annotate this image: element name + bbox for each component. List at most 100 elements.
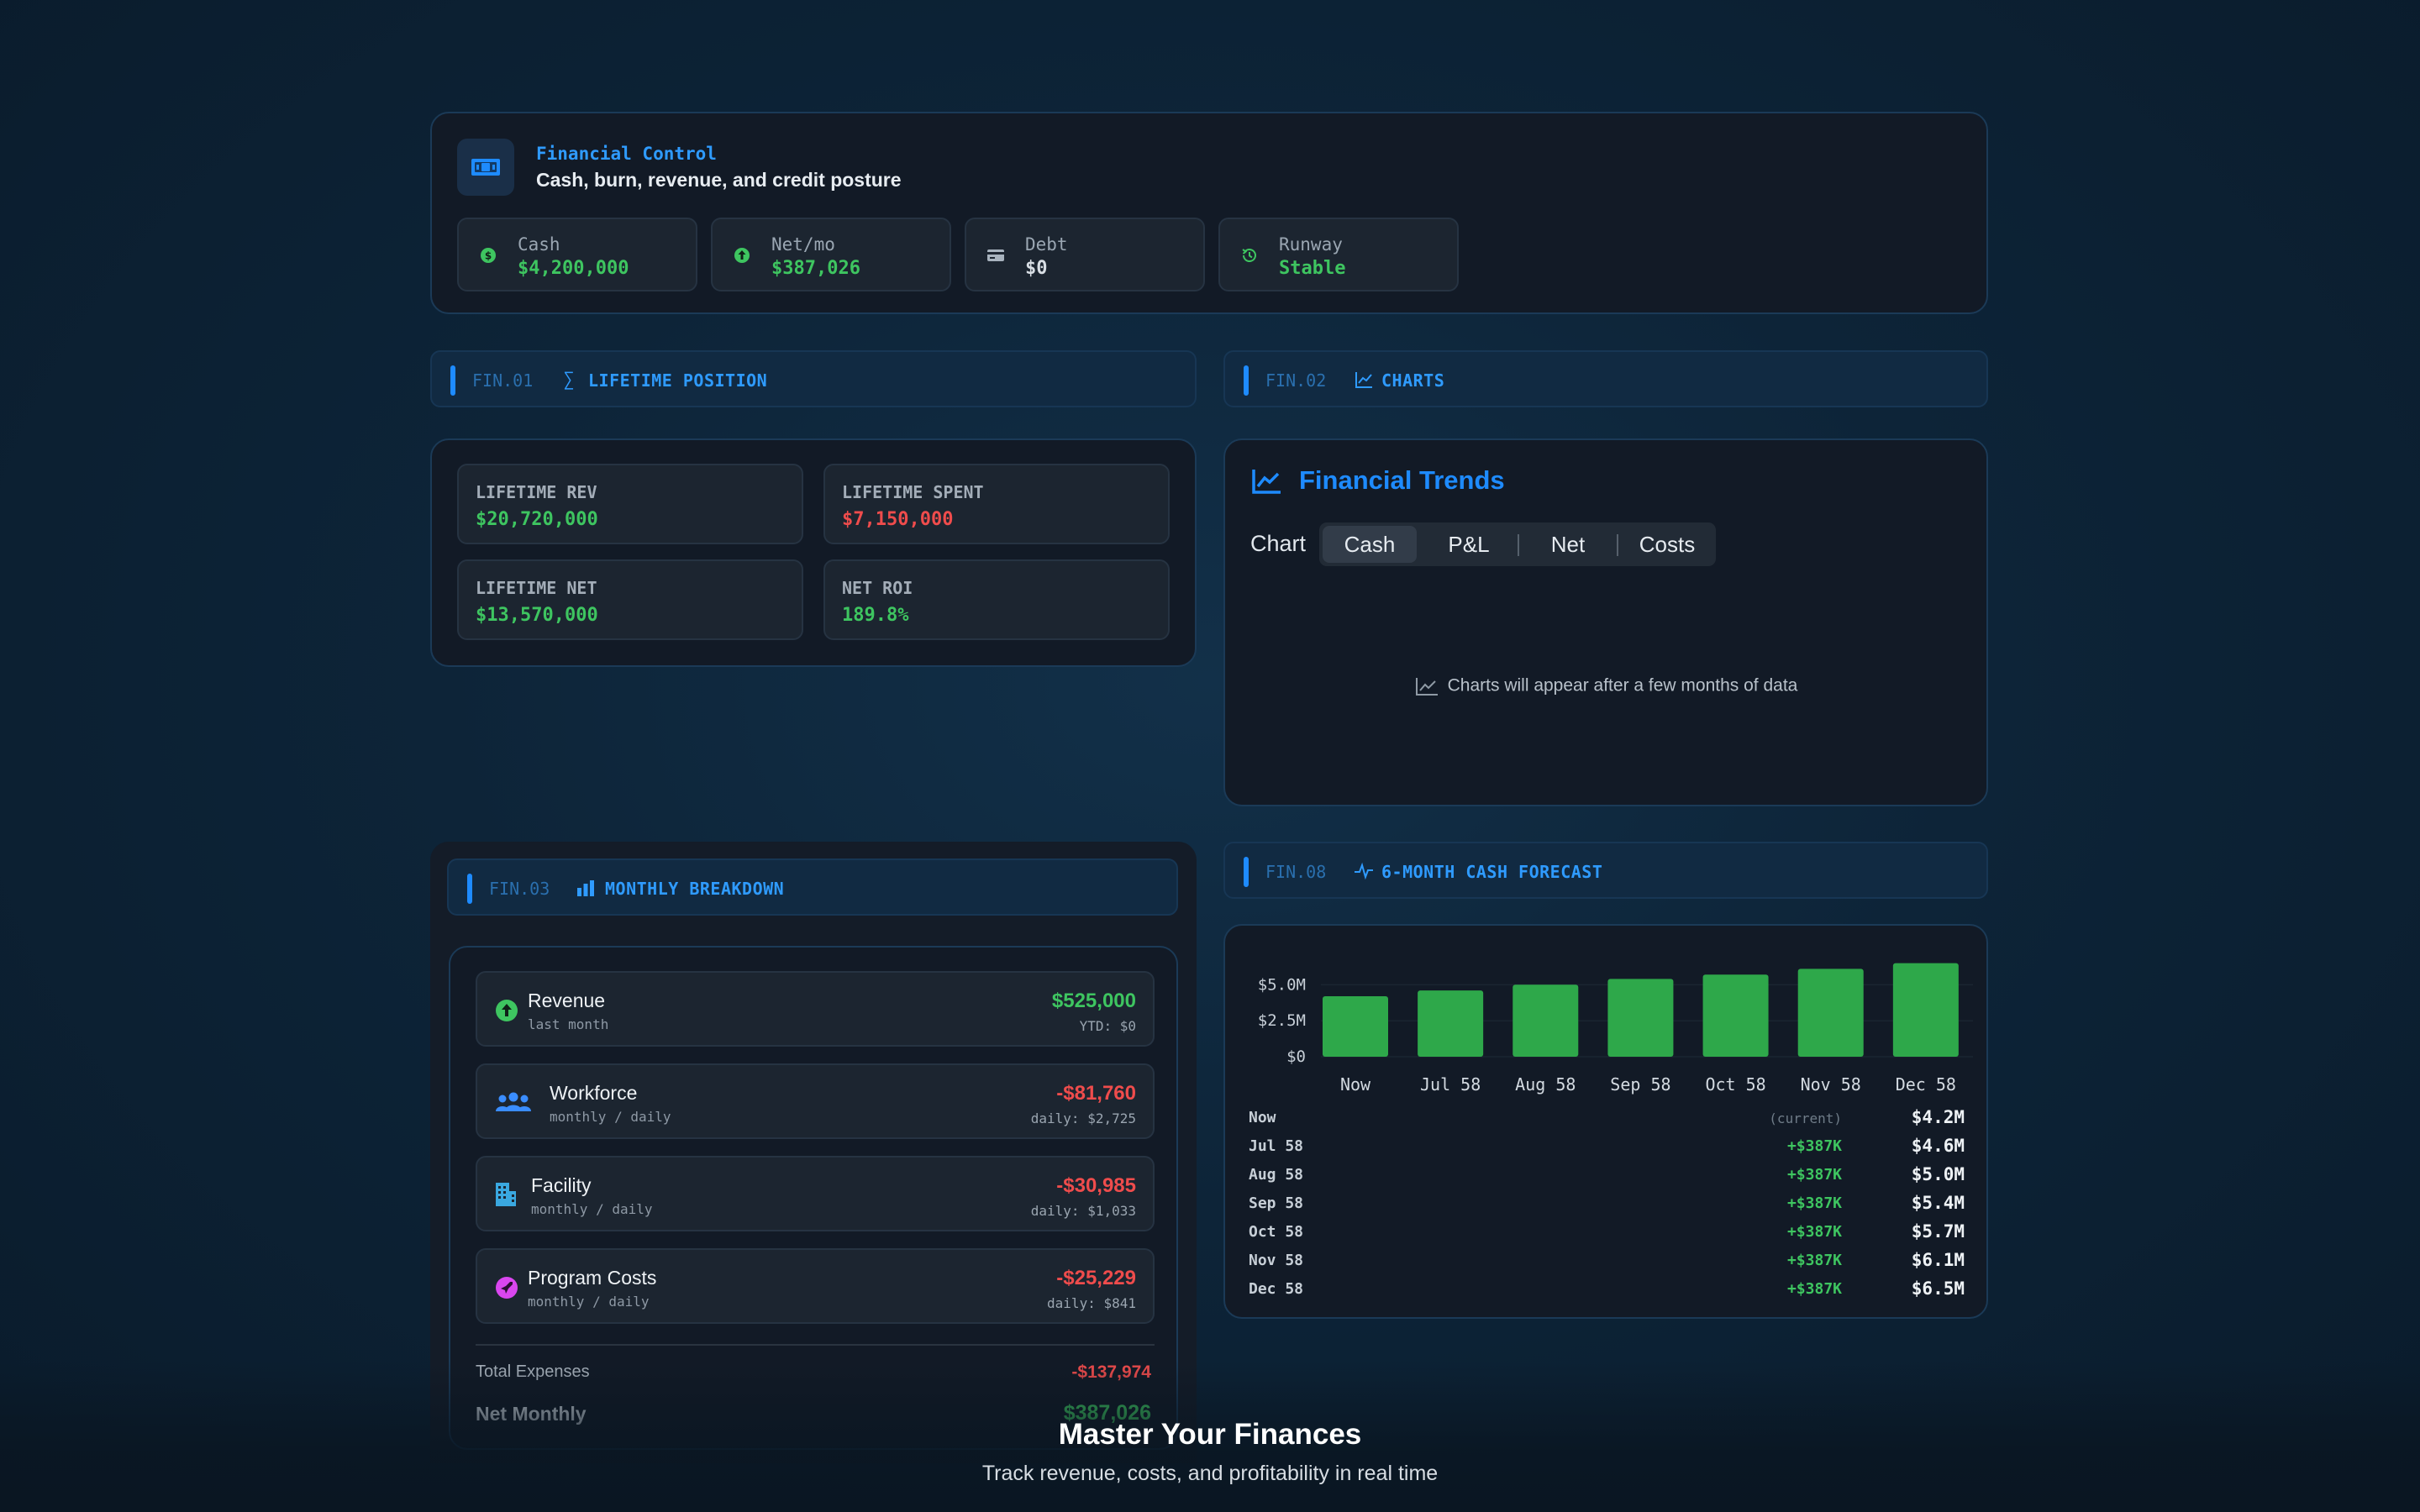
stat-value: $387,026	[771, 258, 860, 279]
y-tick-label: $0	[1286, 1047, 1306, 1066]
net-roi-cell: NET ROI 189.8%	[823, 559, 1170, 640]
forecast-bar	[1418, 990, 1484, 1057]
forecast-delta: +$387K	[1786, 1166, 1842, 1184]
tab-pnl[interactable]: P&L	[1448, 531, 1490, 557]
cash-forecast-bar-chart: $5.0M $2.5M $0 Now Jul 58 Aug 58 Sep 58 Oct 58 N…	[1258, 963, 1973, 1095]
line-item-name: Revenue	[528, 990, 606, 1011]
tab-separator	[1518, 534, 1519, 556]
cash-icon	[457, 139, 514, 196]
line-chart-icon	[1252, 470, 1281, 494]
section-bar-lifetime: FIN.01 ∑ LIFETIME POSITION	[430, 350, 1197, 407]
line-item-name: Program Costs	[528, 1267, 657, 1289]
section-bar-charts: FIN.02 CHARTS	[1223, 350, 1988, 407]
stat-label: Runway	[1279, 234, 1343, 255]
lifetime-label: LIFETIME REV	[476, 482, 597, 502]
line-item-amount: -$81,760	[1056, 1082, 1136, 1105]
forecast-bar	[1607, 979, 1674, 1057]
lifetime-spent-cell: LIFETIME SPENT $7,150,000	[823, 464, 1170, 544]
forecast-bar	[1702, 974, 1769, 1057]
building-icon	[496, 1183, 516, 1206]
section-bar-monthly: FIN.03 MONTHLY BREAKDOWN	[447, 858, 1178, 916]
chart-tab-group: Cash P&L Net Costs	[1319, 522, 1716, 566]
line-item-sub: monthly / daily	[531, 1201, 653, 1217]
forecast-row: Aug 58 +$387K $5.0M	[1249, 1161, 1965, 1189]
tab-costs[interactable]: Costs	[1639, 531, 1696, 557]
line-item-amount: $525,000	[1051, 990, 1136, 1012]
forecast-value: $5.4M	[1911, 1193, 1965, 1213]
lifetime-label: LIFETIME NET	[476, 578, 597, 598]
stat-chip-cash: $ Cash $4,200,000	[457, 218, 697, 291]
section-accent	[1244, 365, 1249, 396]
section-accent	[450, 365, 455, 396]
forecast-bar	[1892, 963, 1959, 1057]
line-item-name: Workforce	[550, 1082, 638, 1104]
financial-trends-title: Financial Trends	[1299, 465, 1505, 495]
forecast-value: $5.7M	[1911, 1221, 1965, 1242]
forecast-row: Oct 58 +$387K $5.7M	[1249, 1218, 1965, 1247]
section-accent	[467, 874, 472, 904]
header-kicker: Financial Control	[536, 144, 717, 164]
lifetime-value: $7,150,000	[842, 509, 954, 530]
forecast-month: Oct 58	[1249, 1223, 1304, 1241]
x-tick-label: Aug 58	[1515, 1074, 1576, 1095]
forecast-delta: +$387K	[1786, 1223, 1842, 1241]
x-tick-label: Sep 58	[1610, 1074, 1670, 1095]
forecast-month: Now	[1249, 1109, 1276, 1126]
monthly-breakdown-panel: Revenue last month $525,000 YTD: $0 Work…	[449, 946, 1178, 1450]
forecast-value: $5.0M	[1911, 1164, 1965, 1184]
people-icon	[496, 1092, 531, 1111]
stat-chip-runway: Runway Stable	[1218, 218, 1459, 291]
forecast-month: Jul 58	[1249, 1137, 1304, 1155]
chart-selector-label: Chart	[1250, 531, 1307, 556]
forecast-delta: (current)	[1769, 1110, 1842, 1126]
section-accent	[1244, 857, 1249, 887]
line-item-facility: Facility monthly / daily -$30,985 daily:…	[476, 1156, 1155, 1231]
credit-card-icon	[987, 249, 1004, 261]
lifetime-rev-cell: LIFETIME REV $20,720,000	[457, 464, 803, 544]
tab-cash[interactable]: Cash	[1323, 526, 1417, 563]
section-title: CHARTS	[1381, 370, 1445, 391]
section-code: FIN.08	[1265, 862, 1327, 882]
forecast-delta: +$387K	[1786, 1280, 1842, 1298]
x-tick-label: Dec 58	[1896, 1074, 1956, 1095]
tab-separator	[1617, 534, 1618, 556]
charts-empty-state: Charts will appear after a few months of…	[1225, 675, 1986, 697]
forecast-month: Sep 58	[1249, 1194, 1304, 1212]
line-chart-icon	[1355, 372, 1372, 388]
stat-chip-debt: Debt $0	[965, 218, 1205, 291]
line-item-revenue: Revenue last month $525,000 YTD: $0	[476, 971, 1155, 1047]
line-item-sub: monthly / daily	[528, 1294, 650, 1310]
lifetime-value: $20,720,000	[476, 509, 598, 530]
rocket-icon	[496, 1277, 518, 1299]
forecast-row: Now (current) $4.2M	[1249, 1104, 1965, 1132]
lifetime-label: LIFETIME SPENT	[842, 482, 984, 502]
x-tick-label: Jul 58	[1420, 1074, 1481, 1095]
svg-text:$: $	[485, 250, 492, 262]
total-expenses-value: -$137,974	[1071, 1362, 1151, 1382]
stat-value: $0	[1025, 258, 1048, 279]
forecast-delta: +$387K	[1786, 1252, 1842, 1269]
section-title: LIFETIME POSITION	[588, 370, 768, 391]
forecast-delta: +$387K	[1786, 1194, 1842, 1212]
lifetime-value: 189.8%	[842, 605, 909, 626]
forecast-value: $6.5M	[1911, 1278, 1965, 1299]
bar-chart-icon	[577, 880, 594, 896]
x-tick-label: Now	[1340, 1074, 1371, 1095]
lifetime-label: NET ROI	[842, 578, 913, 598]
line-item-amount: -$30,985	[1056, 1174, 1136, 1197]
financial-control-header: Financial Control Cash, burn, revenue, a…	[430, 112, 1988, 314]
history-icon	[1242, 249, 1256, 262]
line-item-sub: monthly / daily	[550, 1109, 671, 1125]
forecast-month: Dec 58	[1249, 1280, 1304, 1298]
tab-net[interactable]: Net	[1550, 531, 1586, 557]
section-code: FIN.02	[1265, 370, 1327, 391]
x-tick-label: Nov 58	[1801, 1074, 1861, 1095]
forecast-delta: +$387K	[1786, 1137, 1842, 1155]
line-item-detail: YTD: $0	[1079, 1018, 1136, 1034]
section-bar-forecast: FIN.08 6-MONTH CASH FORECAST	[1223, 842, 1988, 899]
stat-label: Cash	[518, 234, 560, 255]
line-item-workforce: Workforce monthly / daily -$81,760 daily…	[476, 1063, 1155, 1139]
stat-label: Net/mo	[771, 234, 835, 255]
y-tick-label: $5.0M	[1258, 975, 1306, 994]
header-title: Cash, burn, revenue, and credit posture	[536, 169, 902, 191]
